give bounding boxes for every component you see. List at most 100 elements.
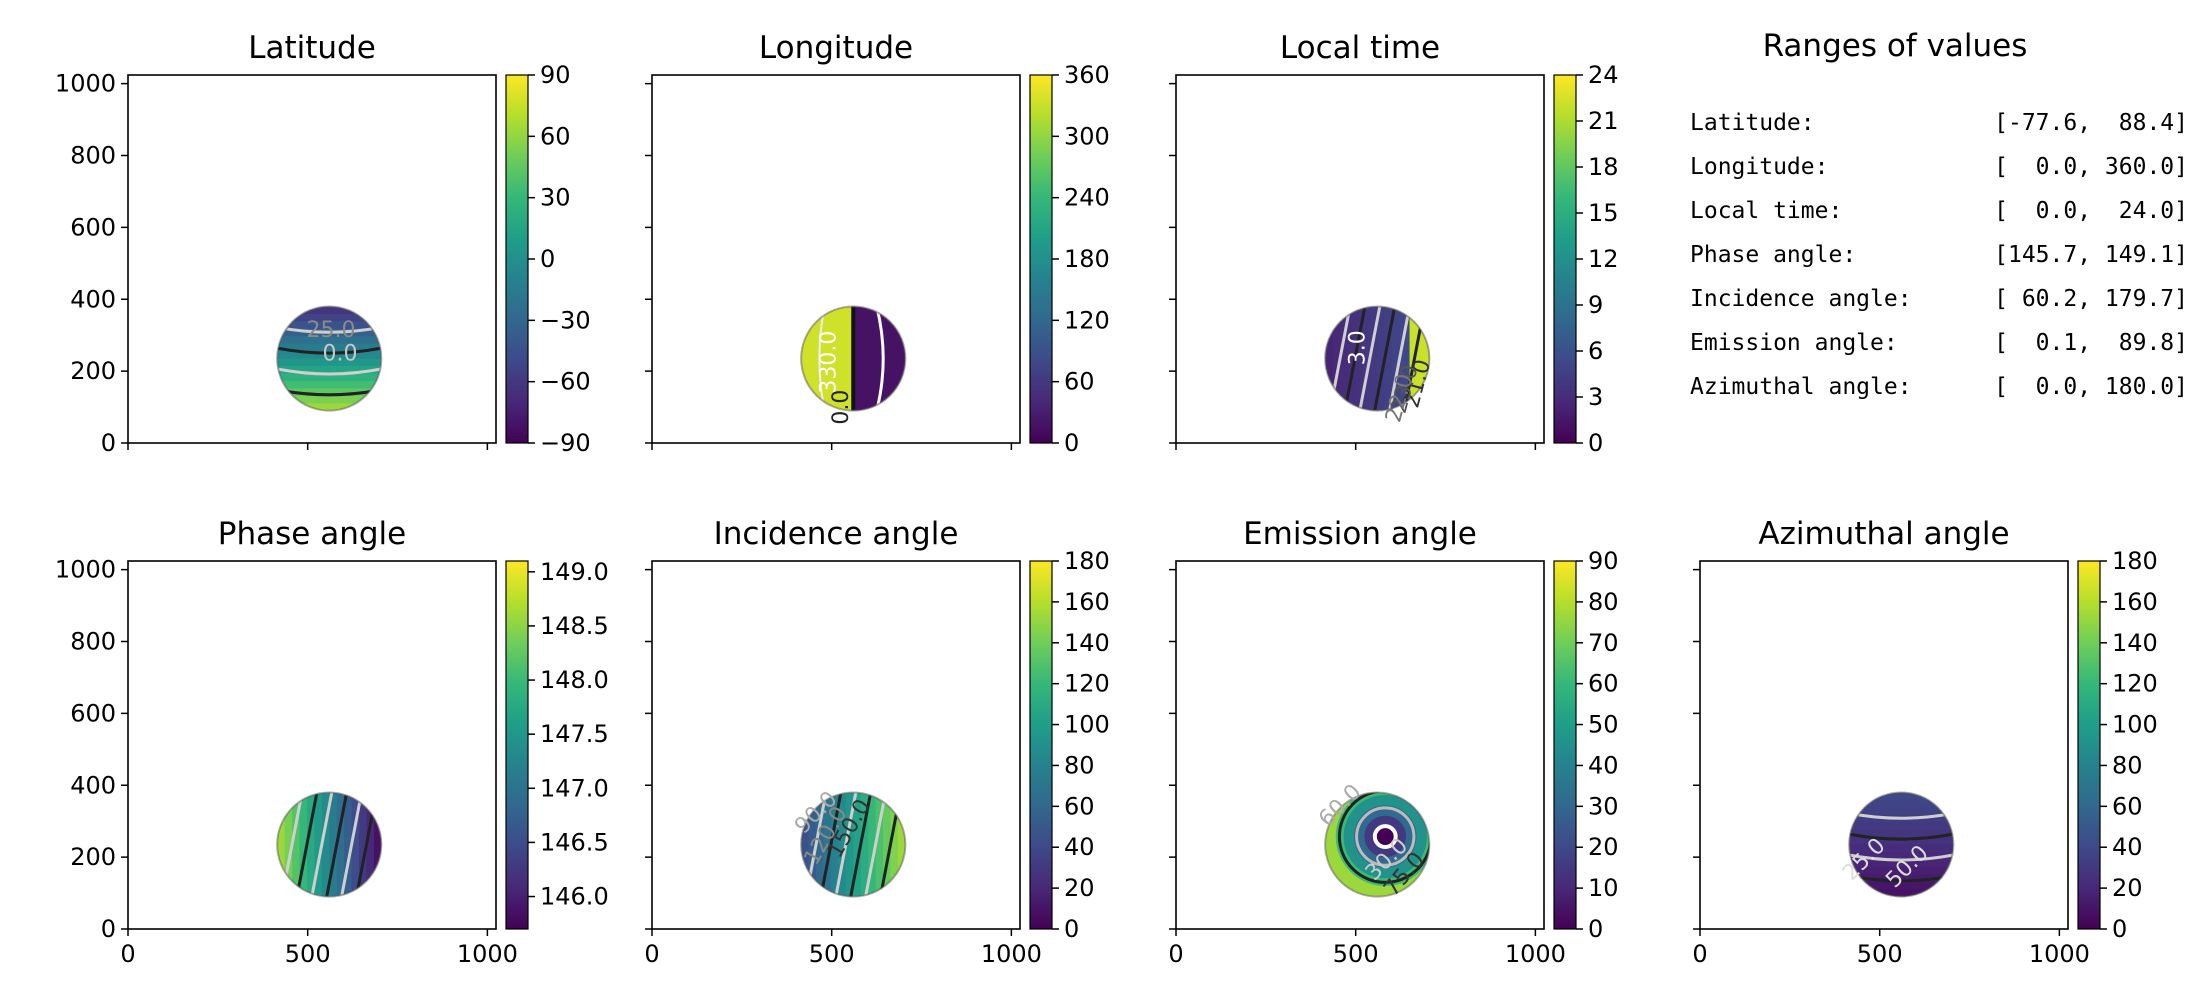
disk-band xyxy=(292,792,301,897)
contour-line xyxy=(325,792,349,897)
y-tick-label: 0 xyxy=(101,429,116,457)
disk-limb xyxy=(276,305,383,412)
contour-line xyxy=(1373,306,1397,411)
disk-band xyxy=(277,343,382,353)
colorbar xyxy=(506,75,528,443)
panel-title: Azimuthal angle xyxy=(1758,516,2009,552)
disk-band xyxy=(1362,306,1371,411)
disk-band xyxy=(853,792,862,897)
y-tick-label: 0 xyxy=(101,915,116,943)
ranges-label: Local time: xyxy=(1690,198,1842,224)
colorbar-frame xyxy=(2077,560,2101,930)
colorbar-tick-label: 120 xyxy=(2112,670,2158,698)
planet-disk xyxy=(277,792,382,897)
disk-band xyxy=(1325,306,1334,411)
axes-frame xyxy=(1175,560,1545,930)
axes-frame xyxy=(651,74,1021,444)
colorbar-tick-label: 140 xyxy=(1064,629,1110,657)
disk-band xyxy=(277,336,382,345)
panel-title: Incidence angle xyxy=(714,516,959,552)
disk-band xyxy=(816,792,825,897)
y-tick-label: 600 xyxy=(70,213,116,241)
colorbar-tick-label: 60 xyxy=(1064,368,1095,396)
colorbar-tick-label: 40 xyxy=(2112,833,2143,861)
colorbar-tick-label: 70 xyxy=(1588,629,1619,657)
disk-band xyxy=(344,792,353,897)
disk-band xyxy=(321,792,331,897)
y-tick-label: 200 xyxy=(70,843,116,871)
colorbar-tick-label: 146.5 xyxy=(540,828,609,856)
colorbar-tick-label: 15 xyxy=(1588,199,1619,227)
x-tick-label: 1000 xyxy=(981,940,1042,968)
ranges-label: Longitude: xyxy=(1690,154,1828,180)
colorbar-tick-label: 180 xyxy=(2112,547,2158,575)
planet-disk xyxy=(1325,792,1430,897)
x-tick-label: 0 xyxy=(1168,940,1183,968)
colorbar-tick-label: 120 xyxy=(1064,670,1110,698)
panel-title: Emission angle xyxy=(1243,516,1477,552)
disk-band xyxy=(277,351,382,360)
x-tick-label: 1000 xyxy=(1505,940,1566,968)
contour-line xyxy=(849,792,873,897)
disk-band xyxy=(1849,837,1954,846)
contour-line xyxy=(1849,832,1954,841)
disk-band xyxy=(1849,889,1954,897)
axes-frame xyxy=(1699,560,2069,930)
disk-band xyxy=(801,792,810,897)
ranges-value: [ 0.0, 180.0] xyxy=(1994,374,2188,400)
y-tick-label: 800 xyxy=(70,142,116,170)
x-tick-label: 1000 xyxy=(2029,940,2090,968)
colorbar-tick-label: 40 xyxy=(1588,751,1619,779)
disk-band xyxy=(277,313,382,323)
disk-limb xyxy=(1324,791,1431,898)
colorbar-tick-label: 147.0 xyxy=(540,774,609,802)
disk-band xyxy=(284,792,294,897)
x-tick-label: 500 xyxy=(1333,940,1379,968)
contour-label: 0.0 xyxy=(829,390,854,425)
ranges-label: Azimuthal angle: xyxy=(1690,374,1912,400)
colorbar xyxy=(506,561,528,929)
contour-line xyxy=(1388,306,1412,411)
colorbar-tick-label: 20 xyxy=(1588,833,1619,861)
contour-line xyxy=(340,792,364,897)
disk-band xyxy=(299,792,308,897)
axes-frame xyxy=(1175,74,1545,444)
colorbar-tick-label: 80 xyxy=(2112,751,2143,779)
disk-band xyxy=(373,792,382,897)
disk-band xyxy=(897,792,906,897)
axes-frame xyxy=(127,74,497,444)
colorbar-tick-label: 240 xyxy=(1064,184,1110,212)
panel-title: Latitude xyxy=(248,30,376,66)
colorbar xyxy=(1554,561,1576,929)
colorbar-tick-label: 140 xyxy=(2112,629,2158,657)
ranges-row: Longitude: [ 0.0, 360.0] xyxy=(1690,154,2188,180)
colorbar-tick-label: 360 xyxy=(1064,61,1110,89)
colorbar-tick-label: −90 xyxy=(540,429,591,457)
colorbar xyxy=(1030,561,1052,929)
colorbar-tick-label: 0 xyxy=(540,245,555,273)
contour-line xyxy=(310,792,334,897)
disk-band xyxy=(351,792,361,897)
panel-title: Longitude xyxy=(759,30,913,66)
disk-limb xyxy=(276,791,383,898)
ranges-label: Latitude: xyxy=(1690,110,1815,136)
disk-band xyxy=(1849,792,1954,801)
ranges-value: [-77.6, 88.4] xyxy=(1994,110,2188,136)
colorbar-tick-label: 60 xyxy=(2112,792,2143,820)
x-tick-label: 0 xyxy=(644,940,659,968)
disk-limb xyxy=(800,305,907,412)
disk-band xyxy=(277,321,382,330)
disk-band xyxy=(883,792,892,897)
colorbar-tick-label: 20 xyxy=(1064,874,1095,902)
colorbar-tick-label: 180 xyxy=(1064,245,1110,273)
disk-band xyxy=(366,792,375,897)
colorbar-tick-label: 100 xyxy=(2112,711,2158,739)
colorbar-tick-label: 147.5 xyxy=(540,720,609,748)
colorbar-tick-label: 120 xyxy=(1064,306,1110,334)
colorbar-tick-label: 0 xyxy=(1588,915,1603,943)
contour-line xyxy=(1343,306,1367,411)
contour-line xyxy=(277,346,382,355)
